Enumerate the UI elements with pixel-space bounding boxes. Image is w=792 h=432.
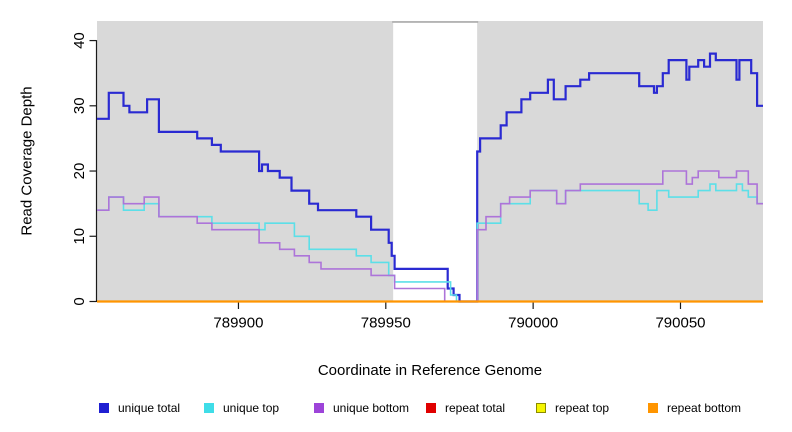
legend-item-unique-top: unique top — [204, 399, 279, 417]
legend-swatch — [426, 403, 436, 413]
legend-item-unique-total: unique total — [99, 399, 180, 417]
legend-swatch — [648, 403, 658, 413]
x-tick-label: 790000 — [508, 315, 558, 332]
legend-item-repeat-total: repeat total — [426, 399, 505, 417]
series-line-unique-bottom — [97, 170, 763, 303]
legend-swatch — [99, 403, 109, 413]
y-tick-label: 20 — [71, 163, 88, 180]
y-tick-label: 10 — [71, 228, 88, 245]
legend-swatch — [536, 403, 546, 413]
y-tick-label: 40 — [71, 32, 88, 49]
legend-item-repeat-top: repeat top — [536, 399, 609, 417]
y-tick-label: 30 — [71, 97, 88, 114]
x-axis-title: Coordinate in Reference Genome — [317, 362, 543, 379]
legend-label: unique top — [223, 401, 280, 415]
legend-label: repeat bottom — [667, 401, 742, 415]
legend: unique total unique top unique bottom repea… — [0, 399, 792, 421]
y-axis-title: Read Coverage Depth — [18, 86, 36, 236]
legend-label: unique bottom — [333, 401, 410, 415]
legend-label: repeat total — [445, 401, 506, 415]
legend-item-repeat-bottom: repeat bottom — [648, 399, 741, 417]
x-tick-label: 789900 — [213, 315, 263, 332]
legend-label: unique total — [118, 401, 181, 415]
legend-swatch — [204, 403, 214, 413]
x-tick-label: 790050 — [655, 315, 705, 332]
series-line-unique-total — [97, 52, 763, 303]
legend-swatch — [314, 403, 324, 413]
gap-highlight-band — [393, 22, 478, 302]
legend-item-unique-bottom: unique bottom — [314, 399, 409, 417]
x-tick-label: 789950 — [361, 315, 411, 332]
y-tick-label: 0 — [71, 297, 88, 305]
legend-label: repeat top — [555, 401, 610, 415]
